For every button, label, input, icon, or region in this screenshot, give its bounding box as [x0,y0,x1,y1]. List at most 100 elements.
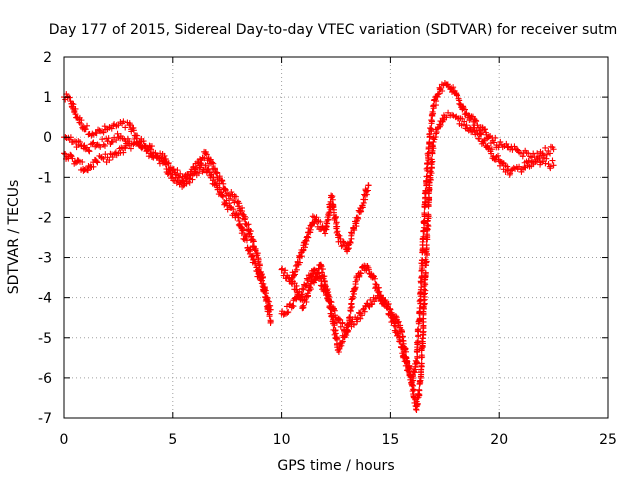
data-point [540,152,547,159]
data-point [545,160,552,167]
data-point [120,149,127,156]
data-point [391,320,398,327]
data-point [338,243,345,250]
data-point [301,244,308,251]
data-point [69,100,76,107]
data-point [85,147,92,154]
data-point [461,118,468,125]
data-point [365,182,372,189]
data-point [75,157,82,164]
x-tick-label: 20 [490,432,508,448]
data-point [436,90,443,97]
data-point [136,142,143,149]
data-point [449,89,456,96]
data-point [348,230,355,237]
data-point [353,276,360,283]
data-point [396,336,403,343]
data-point [267,302,274,309]
data-point [318,263,325,270]
data-point [243,237,250,244]
data-point [488,146,495,153]
data-point [285,309,292,316]
data-point [454,92,461,99]
data-point [299,285,306,292]
data-point [290,303,297,310]
data-point [345,328,352,335]
data-point [100,129,107,136]
data-point [426,196,433,203]
data-point [321,283,328,290]
data-point [262,290,269,297]
y-axis-label: SDTVAR / TECUs [6,180,22,295]
x-axis-label: GPS time / hours [277,458,394,474]
data-point [104,138,111,145]
data-point [283,303,290,310]
data-point [383,303,390,310]
data-point [316,273,323,280]
data-point [364,187,371,194]
data-point [109,138,116,145]
data-point [106,157,113,164]
data-point [233,193,240,200]
data-point [299,305,306,312]
data-point [267,306,274,313]
data-point [428,117,435,124]
data-point [282,267,289,274]
data-point [300,304,307,311]
data-point [130,127,137,134]
data-point [335,349,342,356]
data-point [327,298,334,305]
data-point [281,269,288,276]
data-point [428,159,435,166]
data-point [519,153,526,160]
data-point [360,199,367,206]
data-point [86,148,93,155]
data-point [424,232,431,239]
data-point [318,278,325,285]
data-point [326,212,333,219]
data-point [338,342,345,349]
data-point [547,150,554,157]
y-tick-label: -2 [38,210,52,226]
data-point [168,171,175,178]
data-point [418,257,425,264]
data-point [99,136,106,143]
data-point [348,303,355,310]
data-point [436,84,443,91]
data-point [492,134,499,141]
data-point [338,339,345,346]
data-point [90,163,97,170]
data-point [550,162,557,169]
data-point [351,287,358,294]
data-point [78,117,85,124]
data-point [473,127,480,134]
data-point [300,286,307,293]
data-point [414,341,421,348]
data-point [148,143,155,150]
series-track-b [61,135,274,313]
data-point [357,270,364,277]
data-point [324,220,331,227]
data-point [248,233,255,240]
series-track-f [289,182,372,281]
data-point [399,333,406,340]
data-point [114,130,121,137]
data-point [543,151,550,158]
x-tick-label: 15 [381,432,399,448]
data-point [376,288,383,295]
data-point [209,159,216,166]
data-point [437,122,444,129]
data-point [425,223,432,230]
data-point [424,250,431,257]
data-point [410,386,417,393]
data-point [72,111,79,118]
data-point [332,214,339,221]
data-point [127,121,134,128]
data-point [412,364,419,371]
data-point [221,201,228,208]
data-point [317,274,324,281]
data-point [328,299,335,306]
data-point [210,160,217,167]
data-point [236,220,243,227]
data-point [422,287,429,294]
